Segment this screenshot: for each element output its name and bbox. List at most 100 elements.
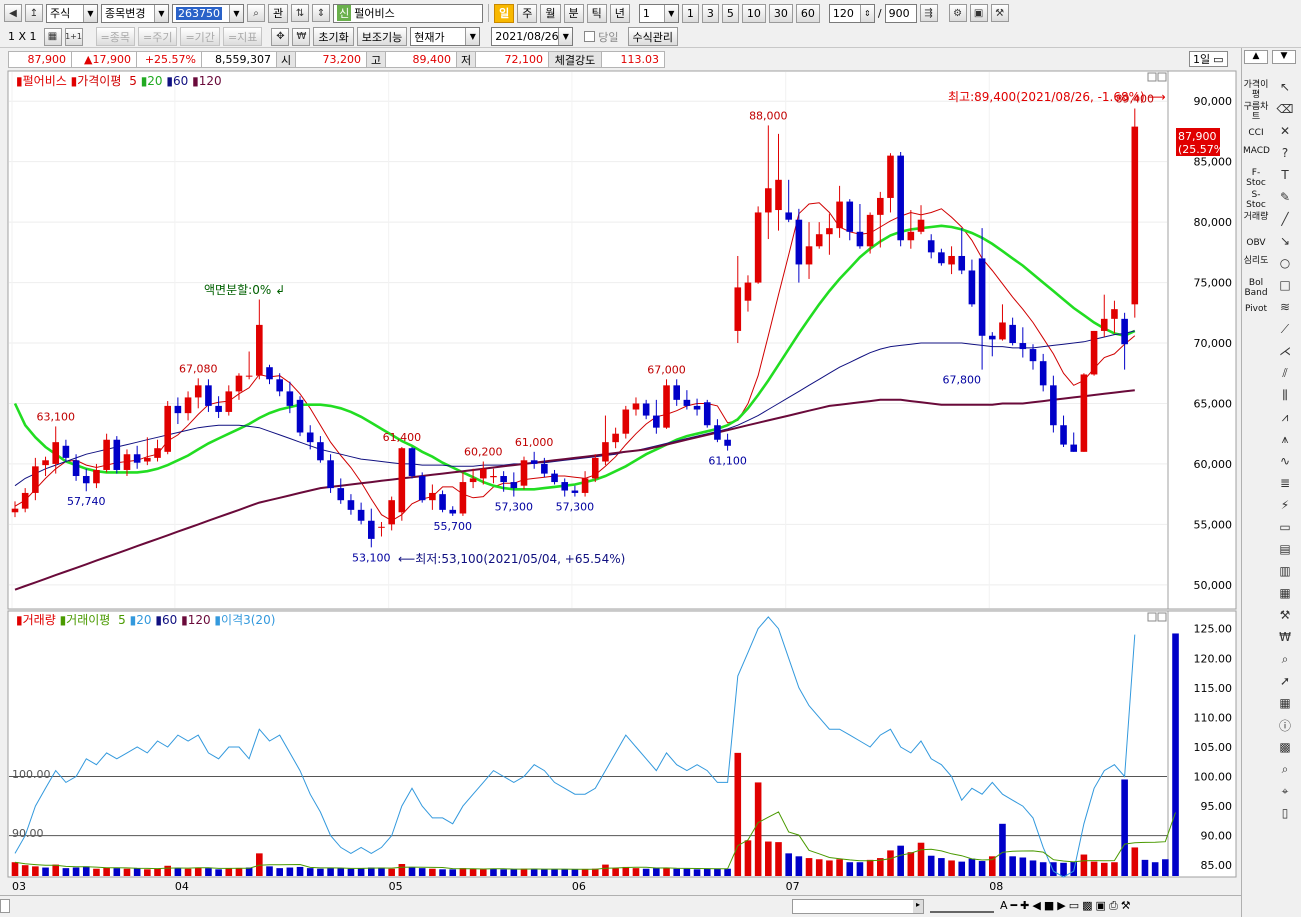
compare-icon[interactable]: ▦ <box>1279 586 1291 600</box>
crosshair-icon[interactable]: ✥ <box>271 27 290 46</box>
indicator-fstoc[interactable]: F-Stoc <box>1246 168 1266 188</box>
excel-icon[interactable]: ▩ <box>1279 740 1291 754</box>
panel-controls[interactable] <box>1147 72 1167 622</box>
indicator-bollinger[interactable]: Bol Band <box>1244 278 1268 298</box>
fibonacci-icon[interactable]: ⫼ <box>1282 387 1288 402</box>
panel-up-icon[interactable]: ▲ <box>1244 50 1268 64</box>
gwan-button[interactable]: 관 <box>268 3 289 23</box>
interval-60-button[interactable]: 60 <box>795 3 820 23</box>
wrench-icon[interactable]: ⚒ <box>1279 608 1291 622</box>
count-stepper[interactable]: 120 ⇕ <box>828 3 875 23</box>
auto-scale-icon[interactable]: A <box>1000 899 1008 912</box>
delete-all-icon[interactable]: ✕ <box>1279 124 1291 138</box>
gann-icon[interactable]: ⟋ <box>1280 321 1290 336</box>
period-day-button[interactable]: 일 <box>494 3 515 23</box>
indicator-ma[interactable]: 가격이평 <box>1243 80 1269 100</box>
excel-export-icon[interactable]: ▩ <box>1082 899 1093 912</box>
print-icon[interactable]: ⎙ <box>1108 899 1118 912</box>
zoom-in-icon[interactable]: ✚ <box>1020 899 1030 912</box>
sync-indicator-button[interactable]: =지표 <box>222 27 263 46</box>
prev-icon[interactable]: ◀ <box>1032 899 1041 912</box>
interval-30-button[interactable]: 30 <box>768 3 793 23</box>
bars-icon[interactable]: ≣ <box>1279 476 1291 490</box>
market-select[interactable]: 주식 ▼ <box>46 3 98 23</box>
save-icon[interactable]: ▣ <box>1095 899 1106 912</box>
eraser-icon[interactable]: ⌫ <box>1276 102 1294 116</box>
zoom-icon[interactable]: ⌕ <box>1281 651 1289 666</box>
gear-icon[interactable]: ⚙ <box>948 4 967 22</box>
count-apply-icon[interactable]: ⇶ <box>919 4 938 22</box>
sync-stock-button[interactable]: =종목 <box>95 27 135 46</box>
tools-icon[interactable]: ⚒ <box>990 4 1009 22</box>
price-tool-icon[interactable]: ₩ <box>1279 630 1291 644</box>
rect-icon[interactable]: □ <box>1279 278 1291 292</box>
fit-icon[interactable]: ▭ <box>1068 899 1080 912</box>
auto-icon[interactable]: ⚡ <box>1280 498 1290 512</box>
stock-name-field[interactable]: 신 펄어비스 <box>333 3 484 23</box>
period-week-button[interactable]: 주 <box>517 3 538 23</box>
pointer-icon[interactable]: ↖ <box>1279 80 1291 94</box>
search-icon[interactable]: ⌕ <box>247 4 265 22</box>
today-checkbox[interactable] <box>584 31 596 42</box>
sync-period-button[interactable]: =주기 <box>138 27 178 46</box>
grid-icon[interactable]: ▦ <box>43 27 62 46</box>
save-icon[interactable]: ▣ <box>969 4 988 22</box>
interval-select[interactable]: 1 ▼ <box>638 3 679 23</box>
bar-icon[interactable]: ▯ <box>1281 806 1289 820</box>
interval-3-button[interactable]: 3 <box>701 3 719 23</box>
interval-10-button[interactable]: 10 <box>741 3 766 23</box>
indicator-cci[interactable]: CCI <box>1248 128 1264 138</box>
ray-icon[interactable]: ↘ <box>1279 234 1291 248</box>
indicator-sstoc[interactable]: S-Stoc <box>1246 190 1266 210</box>
pattern-icon[interactable]: ₩ <box>292 27 311 46</box>
indicator-cloud[interactable]: 구름차트 <box>1243 102 1269 122</box>
table-icon[interactable]: ▦ <box>1279 696 1291 710</box>
cycle-icon[interactable]: ⩚ <box>1281 431 1289 446</box>
next-icon[interactable]: ▶ <box>1057 899 1066 912</box>
stock-code-input[interactable]: 263750 ▼ <box>172 3 244 23</box>
arrows-icon[interactable]: ⇅ <box>291 4 310 22</box>
stock-change-select[interactable]: 종목변경 ▼ <box>101 3 169 23</box>
scroll-right-icon[interactable]: ▸ <box>913 900 923 913</box>
price-type-select[interactable]: 현재가 ▼ <box>410 27 481 46</box>
fan-icon[interactable]: ⋌ <box>1279 344 1291 358</box>
stop-icon[interactable]: ■ <box>1043 899 1055 912</box>
interval-5-button[interactable]: 5 <box>721 3 739 23</box>
parallel-icon[interactable]: ⫽ <box>1282 365 1288 380</box>
cursor-icon[interactable]: ➚ <box>1279 674 1291 688</box>
horizontal-scrollbar[interactable]: ▸ <box>792 899 924 914</box>
wave-icon[interactable]: ∿ <box>1279 454 1291 468</box>
channel-icon[interactable]: ≋ <box>1279 300 1291 314</box>
line-icon[interactable]: ╱ <box>1281 212 1289 226</box>
help-icon[interactable]: ? <box>1281 146 1289 160</box>
pen-icon[interactable]: ✎ <box>1279 190 1291 204</box>
indicator-volume[interactable]: 거래량 <box>1243 212 1269 222</box>
period-month-button[interactable]: 월 <box>540 3 561 23</box>
settings-icon[interactable]: ⚒ <box>1120 899 1131 912</box>
indicator-macd[interactable]: MACD <box>1243 146 1270 156</box>
zoom-out-icon[interactable]: ━ <box>1010 899 1018 912</box>
date-select[interactable]: 2021/08/26 ▼ <box>491 27 574 46</box>
updown-icon[interactable]: ⇕ <box>312 4 331 22</box>
window-icon[interactable]: ▭ <box>1279 520 1291 534</box>
indicator-psychology[interactable]: 심리도 <box>1243 256 1269 266</box>
indicator-obv[interactable]: OBV <box>1246 238 1266 248</box>
period-year-button[interactable]: 년 <box>609 3 630 23</box>
trend-icon[interactable]: ⩘ <box>1281 409 1289 424</box>
chart-icon[interactable]: ▥ <box>1279 564 1291 578</box>
panel-down-icon[interactable]: ▼ <box>1272 50 1296 64</box>
period-minute-button[interactable]: 분 <box>563 3 584 23</box>
interval-1-button[interactable]: 1 <box>681 3 699 23</box>
back-icon[interactable]: ◀ <box>4 4 22 22</box>
sync-range-button[interactable]: =기간 <box>180 27 220 46</box>
formula-manage-button[interactable]: 수식관리 <box>627 27 678 46</box>
pin-icon[interactable]: ↥ <box>25 4 43 22</box>
indicator-pivot[interactable]: Pivot <box>1244 304 1268 314</box>
one-plus-one-icon[interactable]: 1+1 <box>64 27 83 46</box>
aux-function-button[interactable]: 보조기능 <box>356 27 408 46</box>
document-icon[interactable]: ▤ <box>1279 542 1291 556</box>
magnify-icon[interactable]: ⌕ <box>1281 761 1289 776</box>
circle-icon[interactable]: ○ <box>1279 256 1291 270</box>
target-icon[interactable]: ⌖ <box>1281 783 1289 798</box>
reset-button[interactable]: 초기화 <box>313 27 354 46</box>
